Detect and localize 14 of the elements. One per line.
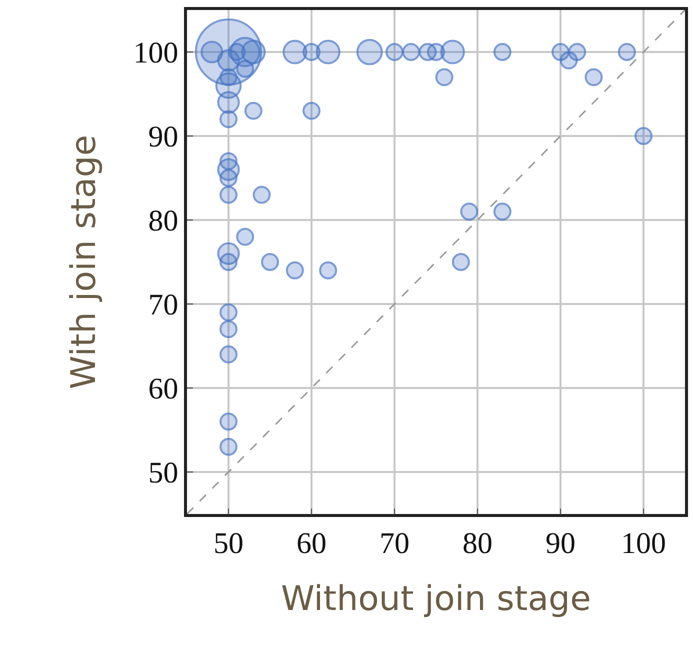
x-tick-label: 100: [621, 526, 666, 560]
y-tick-label: 80: [148, 204, 178, 238]
x-tick-label: 60: [296, 526, 326, 560]
y-tick-label: 50: [148, 456, 178, 490]
x-tick-label: 90: [546, 526, 576, 560]
y-tick-label: 90: [148, 120, 178, 154]
y-axis-title: With join stage: [64, 134, 104, 390]
x-tick-label: 50: [214, 526, 244, 560]
x-axis-title: Without join stage: [280, 579, 592, 620]
y-tick-label: 70: [148, 288, 178, 322]
x-tick-label: 80: [462, 526, 492, 560]
x-tick-label: 70: [380, 526, 410, 560]
y-tick-label: 60: [148, 372, 178, 406]
y-tick-label: 100: [133, 36, 178, 70]
